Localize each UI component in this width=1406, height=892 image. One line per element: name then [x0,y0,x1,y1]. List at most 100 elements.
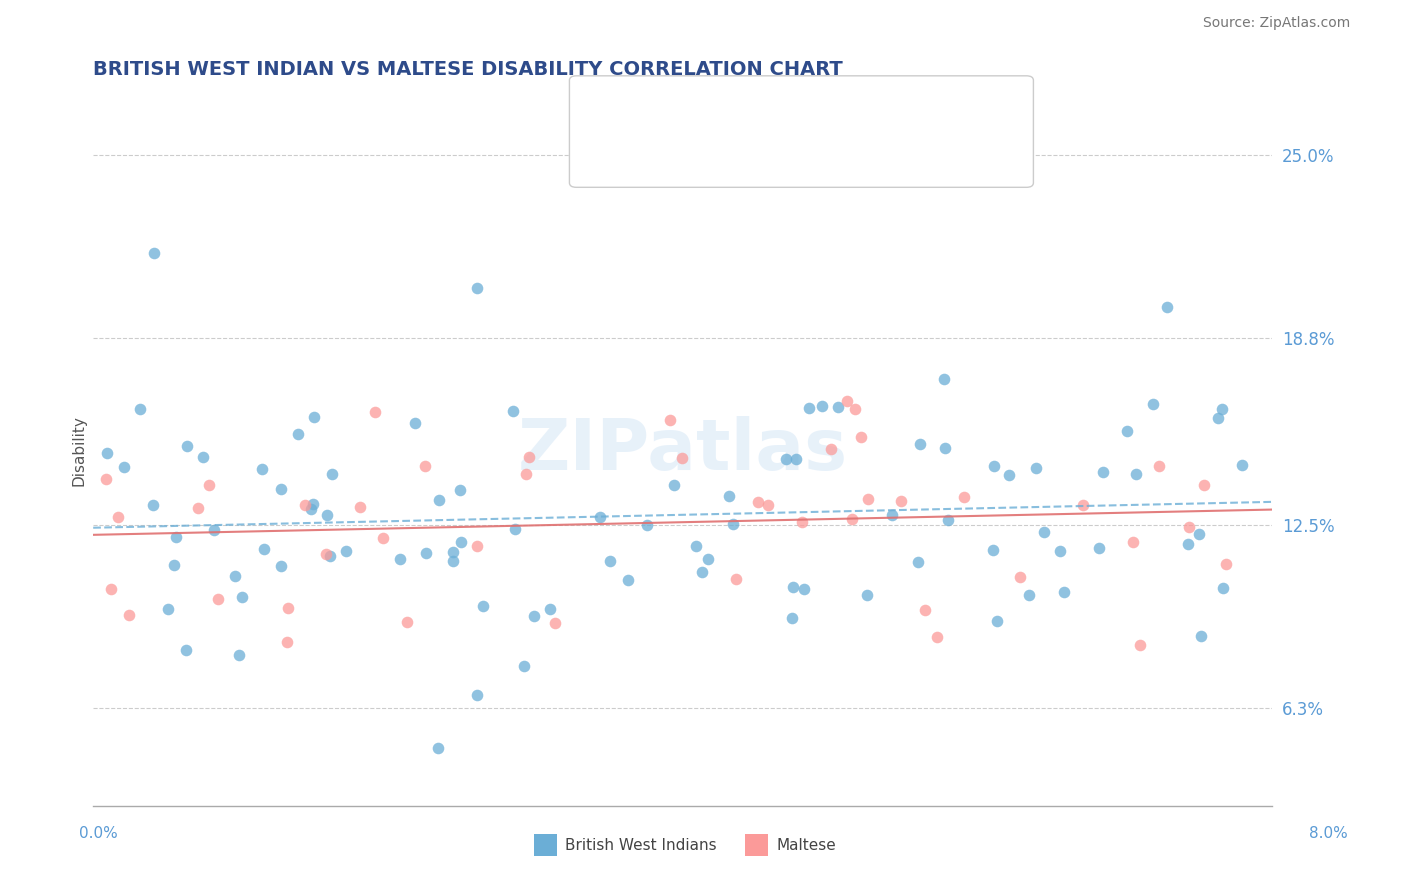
Point [662,478,685,492]
Point [163,558,186,573]
Point [156,601,179,615]
Point [502,404,524,418]
Point [858,492,880,507]
Point [315,547,337,561]
Point [517,450,540,465]
Point [636,517,658,532]
Point [321,467,343,482]
Point [202,523,225,537]
Point [1232,458,1254,472]
Point [1116,424,1139,438]
Point [1215,557,1237,571]
Point [775,452,797,467]
Point [515,467,537,481]
Point [998,468,1021,483]
Point [287,427,309,442]
Point [882,508,904,522]
Point [371,531,394,545]
Point [617,573,640,587]
Point [827,400,849,414]
Point [426,741,449,756]
Point [599,554,621,568]
Text: Source: ZipAtlas.com: Source: ZipAtlas.com [1202,16,1350,29]
Point [198,477,221,491]
Point [544,615,567,630]
Point [1049,544,1071,558]
Point [659,413,682,427]
Text: N = 91: N = 91 [773,85,831,103]
Point [932,372,955,386]
Point [785,451,807,466]
Point [724,572,747,586]
Point [224,568,246,582]
Point [100,582,122,597]
Point [696,552,718,566]
Point [797,401,820,415]
Point [176,439,198,453]
Point [890,494,912,508]
Point [228,648,250,663]
Point [187,500,209,515]
Point [107,510,129,524]
Point [450,534,472,549]
Point [1212,581,1234,595]
Point [118,608,141,623]
Point [301,497,323,511]
Point [837,394,859,409]
Point [792,515,814,529]
Point [465,539,488,553]
Point [953,490,976,504]
Point [1211,401,1233,416]
Point [717,489,740,503]
Point [250,462,273,476]
Point [316,508,339,523]
Point [505,522,527,536]
Point [349,500,371,514]
Point [1147,458,1170,473]
Point [465,281,488,295]
Text: 0.0%: 0.0% [79,827,118,841]
Point [1010,570,1032,584]
Point [934,441,956,455]
Point [513,658,536,673]
Point [207,591,229,606]
Point [1187,526,1209,541]
Point [415,459,437,474]
Point [981,543,1004,558]
Point [820,442,842,457]
Point [841,512,863,526]
Text: R = 0.051: R = 0.051 [614,85,697,103]
Point [304,409,326,424]
Text: BRITISH WEST INDIAN VS MALTESE DISABILITY CORRELATION CHART: BRITISH WEST INDIAN VS MALTESE DISABILIT… [93,60,844,78]
Point [165,530,187,544]
Point [465,688,488,702]
Point [793,582,815,596]
Point [299,502,322,516]
Text: British West Indians: British West Indians [565,838,717,853]
Point [782,580,804,594]
Point [907,555,929,569]
Point [721,517,744,532]
Point [404,416,426,430]
Point [851,430,873,444]
Point [252,541,274,556]
Point [388,552,411,566]
Point [1025,460,1047,475]
Text: Maltese: Maltese [776,838,835,853]
Point [1194,478,1216,492]
Point [844,402,866,417]
Point [1091,465,1114,479]
Point [747,495,769,509]
Point [1206,410,1229,425]
Point [270,559,292,574]
Point [856,588,879,602]
Point [143,246,166,260]
Text: N = 44: N = 44 [773,125,831,143]
Text: ZIPatlas: ZIPatlas [517,416,848,485]
Point [441,545,464,559]
Point [415,546,437,560]
Point [396,615,419,630]
Point [925,631,948,645]
Point [174,642,197,657]
Point [1125,467,1147,481]
